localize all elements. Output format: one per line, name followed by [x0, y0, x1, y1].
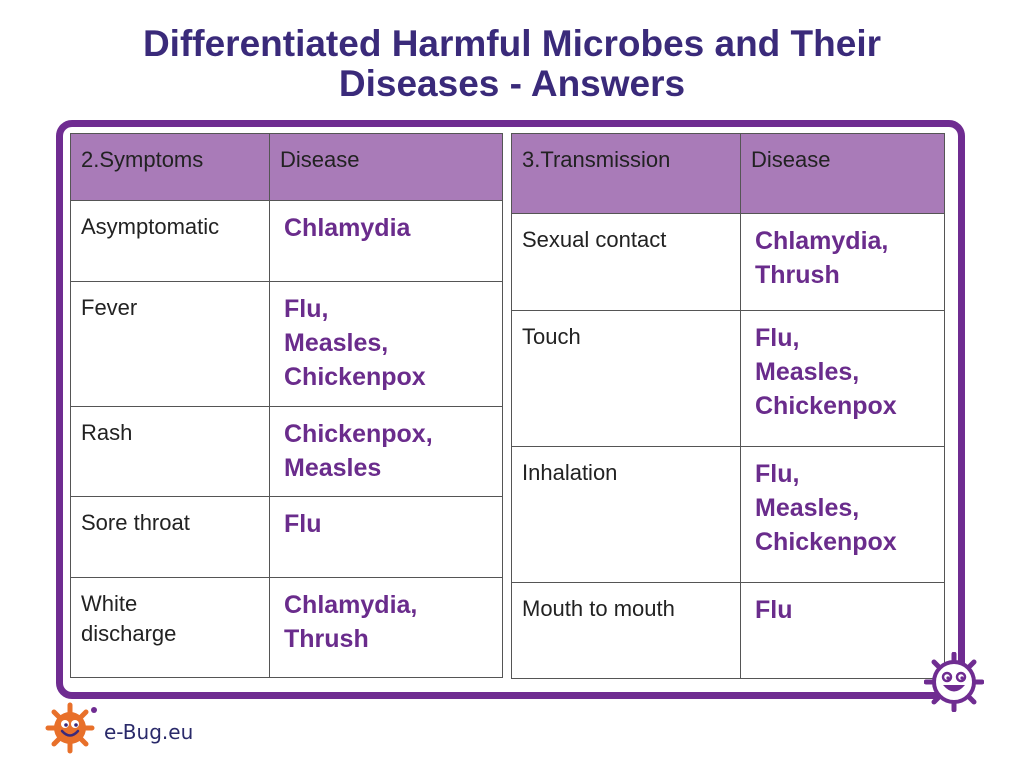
disease-header: Disease	[280, 147, 360, 172]
transmission-table: 3.Transmission Disease Sexual contact Ch…	[511, 133, 945, 679]
answer-text: Chlamydia	[270, 201, 502, 245]
answer-cell: Chickenpox, Measles	[269, 406, 503, 497]
label-cell: Fever	[70, 281, 270, 407]
content-frame	[56, 120, 965, 699]
answer-line: Flu,	[284, 295, 329, 323]
answer-line: Measles,	[284, 329, 389, 357]
row-label: Mouth to mouth	[512, 583, 740, 624]
header-cell: Disease	[269, 133, 503, 201]
answer-line: Chickenpox	[755, 528, 897, 556]
table-row: Mouth to mouth Flu	[511, 582, 945, 679]
answer-line: Chickenpox,	[284, 420, 433, 448]
row-label: Sexual contact	[512, 214, 740, 255]
page-title: Differentiated Harmful Microbes and Thei…	[0, 24, 1024, 104]
table-row: Asymptomatic Chlamydia	[70, 200, 503, 282]
ebug-microbe-logo-icon	[45, 702, 97, 754]
answer-cell: Flu	[740, 582, 945, 679]
label-cell: Sore throat	[70, 496, 270, 578]
answer-cell: Flu, Measles, Chickenpox	[269, 281, 503, 407]
answer-line: Thrush	[284, 625, 369, 653]
label-cell: Touch	[511, 310, 741, 447]
answer-line: Chlamydia	[284, 214, 411, 242]
label-cell: Inhalation	[511, 446, 741, 583]
answer-cell: Chlamydia	[269, 200, 503, 282]
label-line: Sore throat	[81, 510, 190, 535]
answer-line: Chlamydia,	[755, 227, 889, 255]
label-line: Mouth to mouth	[522, 596, 675, 621]
table-row: Sexual contact Chlamydia, Thrush	[511, 213, 945, 311]
row-label: Inhalation	[512, 447, 740, 488]
label-line: Inhalation	[522, 460, 618, 485]
answer-cell: Chlamydia, Thrush	[269, 577, 503, 678]
table-row: Sore throat Flu	[70, 496, 503, 578]
answer-line: Chickenpox	[755, 392, 897, 420]
label-line: discharge	[81, 621, 177, 646]
row-label: Rash	[71, 407, 269, 448]
label-line: Rash	[81, 420, 133, 445]
row-label: Sore throat	[71, 497, 269, 538]
answer-line: Measles,	[755, 494, 860, 522]
page-title-line-2: Diseases - Answers	[338, 63, 686, 104]
answer-text: Chickenpox, Measles	[270, 407, 502, 485]
answer-line: Chlamydia,	[284, 591, 418, 619]
row-label: Touch	[512, 311, 740, 352]
row-label: White discharge	[71, 578, 269, 649]
answer-text: Flu, Measles, Chickenpox	[741, 447, 944, 559]
answer-text: Flu, Measles, Chickenpox	[741, 311, 944, 423]
header-cell: 2.Symptoms	[70, 133, 270, 201]
answer-text: Flu	[270, 497, 502, 541]
table-header-row: 2.Symptoms Disease	[70, 133, 503, 201]
table-row: Touch Flu, Measles, Chickenpox	[511, 310, 945, 447]
transmission-header: 3.Transmission	[522, 147, 671, 172]
answer-line: Flu,	[755, 324, 800, 352]
label-cell: Mouth to mouth	[511, 582, 741, 679]
symptoms-table: 2.Symptoms Disease Asymptomatic Chlamydi…	[70, 133, 503, 678]
answer-line: Measles,	[755, 358, 860, 386]
page-title-line-1: Differentiated Harmful Microbes and Thei…	[142, 23, 882, 64]
answer-text: Chlamydia, Thrush	[270, 578, 502, 656]
table-header-row: 3.Transmission Disease	[511, 133, 945, 214]
table-row: Rash Chickenpox, Measles	[70, 406, 503, 497]
table-row: Inhalation Flu, Measles, Chickenpox	[511, 446, 945, 583]
label-cell: Sexual contact	[511, 213, 741, 311]
answer-line: Flu,	[755, 460, 800, 488]
ebug-smiley-microbe-icon	[924, 652, 984, 712]
label-line: Fever	[81, 295, 138, 320]
answer-cell: Flu	[269, 496, 503, 578]
answer-cell: Flu, Measles, Chickenpox	[740, 310, 945, 447]
answer-line: Thrush	[755, 261, 840, 289]
label-line: White	[81, 591, 138, 616]
answer-text: Flu	[741, 583, 944, 627]
symptoms-header: 2.Symptoms	[81, 147, 204, 172]
row-label: Asymptomatic	[71, 201, 269, 242]
answer-line: Chickenpox	[284, 363, 426, 391]
answer-line: Measles	[284, 454, 382, 482]
disease-header: Disease	[751, 147, 831, 172]
header-cell: 3.Transmission	[511, 133, 741, 214]
answer-line: Flu	[755, 596, 793, 624]
answer-text: Flu, Measles, Chickenpox	[270, 282, 502, 394]
answer-cell: Chlamydia, Thrush	[740, 213, 945, 311]
label-cell: Asymptomatic	[70, 200, 270, 282]
row-label: Fever	[71, 282, 269, 323]
answer-cell: Flu, Measles, Chickenpox	[740, 446, 945, 583]
label-cell: Rash	[70, 406, 270, 497]
label-line: Touch	[522, 324, 581, 349]
table-row: White discharge Chlamydia, Thrush	[70, 577, 503, 678]
header-cell: Disease	[740, 133, 945, 214]
label-line: Asymptomatic	[81, 214, 220, 239]
footer-brand: e-Bug.eu	[104, 720, 194, 744]
answer-line: Flu	[284, 510, 322, 538]
table-row: Fever Flu, Measles, Chickenpox	[70, 281, 503, 407]
answer-text: Chlamydia, Thrush	[741, 214, 944, 292]
label-cell: White discharge	[70, 577, 270, 678]
label-line: Sexual contact	[522, 227, 667, 252]
